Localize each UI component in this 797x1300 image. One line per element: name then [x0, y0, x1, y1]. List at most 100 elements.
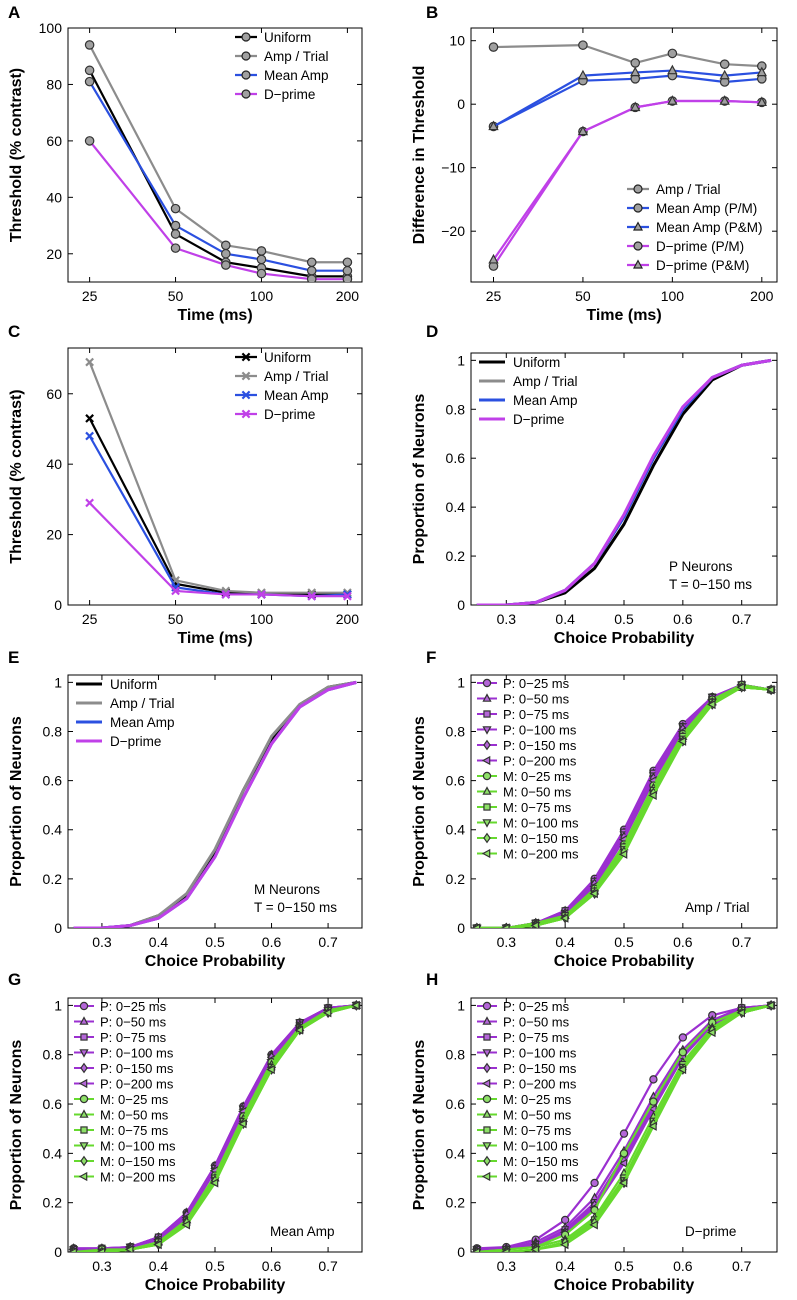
y-tick-label: 0 [457, 597, 465, 613]
data-point [256, 268, 267, 279]
y-tick-label: 60 [46, 386, 62, 402]
legend-marker [80, 1033, 88, 1041]
data-point [306, 274, 317, 282]
data-point [181, 1220, 191, 1230]
x-tick-label: 0.5 [205, 1258, 225, 1274]
legend-marker [633, 241, 643, 251]
legend-marker [482, 726, 492, 735]
legend-marker [483, 1062, 491, 1074]
data-point [488, 42, 499, 52]
legend-label: M: 0−200 ms [100, 1170, 176, 1185]
series-line [492, 69, 762, 128]
legend-marker [632, 259, 644, 269]
data-point [630, 58, 641, 68]
x-tick-label: 0.7 [318, 934, 338, 950]
data-point [471, 1247, 481, 1252]
series-line [493, 44, 762, 68]
panel-h: H 0.3 0.4 0.5 0.6 0.7 0 0.2 0.4 0.6 0.8 1 Choice Pro… [411, 970, 778, 1294]
y-tick-label: 0.4 [446, 499, 466, 515]
y-tick-label: 20 [46, 246, 62, 262]
y-tick-label: 0.2 [446, 871, 466, 887]
legend-label: M: 0−200 ms [503, 847, 579, 862]
y-tick-label: 0.8 [43, 1047, 63, 1063]
legend-marker [80, 1126, 88, 1134]
legend-label: Amp / Trial [513, 374, 578, 389]
legend-label: M: 0−150 ms [503, 831, 579, 846]
legend-label: P: 0−150 ms [100, 1061, 174, 1076]
x-tick-label: 0.4 [149, 934, 169, 950]
legend-label: Uniform [264, 350, 311, 365]
data-point [85, 357, 94, 367]
x-tick-label: 0.4 [555, 1258, 575, 1274]
x-tick-label: 0.5 [614, 934, 634, 950]
panel-letter: D [426, 322, 438, 341]
legend-marker [79, 1142, 89, 1151]
y-axis-label: Threshold (% contrast) [8, 389, 25, 563]
data-point [667, 64, 678, 75]
annotation-text: T = 0−150 ms [669, 577, 752, 592]
y-tick-label: −10 [441, 160, 465, 176]
data-point [256, 254, 267, 265]
y-tick-label: 0.8 [446, 723, 466, 739]
series-line [88, 44, 348, 264]
x-axis-label: Choice Probability [145, 953, 286, 970]
panel-letter: G [8, 970, 21, 989]
x-tick-label: 100 [250, 288, 274, 304]
panel-letter: E [8, 648, 19, 667]
legend-marker [482, 819, 492, 828]
x-tick-label: 0.7 [732, 611, 752, 627]
y-tick-label: 0.2 [446, 548, 466, 564]
y-tick-label: 0.2 [43, 871, 63, 887]
panel-letter: B [426, 3, 438, 22]
legend-marker [483, 832, 491, 844]
legend-label: P: 0−75 ms [503, 707, 570, 722]
data-point [238, 1119, 247, 1129]
data-point [84, 65, 95, 76]
legend-marker [482, 1016, 492, 1025]
data-point [307, 591, 317, 601]
data-point [84, 136, 95, 146]
data-point [84, 40, 95, 50]
legend: P: 0−25 msP: 0−50 msP: 0−75 msP: 0−100 m… [477, 999, 579, 1185]
x-tick-label: 200 [336, 611, 360, 627]
plot-area [73, 680, 357, 928]
x-tick-label: 0.4 [555, 934, 575, 950]
legend-label: M: 0−100 ms [503, 1139, 579, 1154]
y-tick-label: 0.6 [43, 1096, 63, 1112]
data-point [84, 76, 95, 87]
legend: Uniform Amp / Trial Mean Amp D−prime [235, 30, 329, 102]
x-tick-label: 0.3 [497, 611, 517, 627]
series-11 [471, 682, 775, 928]
legend-marker [481, 755, 491, 766]
y-axis-label: Proportion of Neurons [8, 1040, 25, 1211]
x-tick-label: 0.6 [673, 1258, 693, 1274]
x-axis-label: Choice Probability [554, 630, 695, 647]
data-point [221, 590, 231, 599]
y-tick-label: 0.8 [446, 1047, 466, 1063]
data-point [756, 66, 768, 77]
series-3 [84, 136, 353, 282]
legend-label: M: 0−50 ms [503, 785, 572, 800]
x-tick-label: 25 [82, 288, 98, 304]
legend-label: P: 0−150 ms [503, 1061, 577, 1076]
annotation: M Neurons T = 0−150 ms [254, 882, 337, 915]
data-point [648, 1104, 657, 1114]
legend-marker [483, 1033, 491, 1041]
x-axis-label: Time (ms) [177, 630, 252, 647]
legend-label: D−prime (P&M) [656, 258, 749, 273]
data-point [256, 246, 267, 256]
y-axis-label: Difference in Threshold [411, 66, 428, 245]
panel-b: B 25 50 100 200 −20 −10 0 10 Time (ms) Difference … [411, 3, 778, 324]
legend-label: Uniform [110, 677, 157, 692]
legend-marker [80, 1155, 88, 1167]
series-0 [85, 414, 352, 599]
legend-label: P: 0−100 ms [503, 1046, 577, 1061]
plot-area [471, 1000, 776, 1252]
y-tick-label: 80 [46, 76, 62, 92]
data-point [736, 1008, 745, 1018]
legend-marker [79, 1049, 89, 1058]
y-tick-label: 0.6 [446, 1096, 466, 1112]
y-tick-label: 0 [457, 1244, 465, 1260]
annotation-text: Amp / Trial [685, 900, 750, 915]
